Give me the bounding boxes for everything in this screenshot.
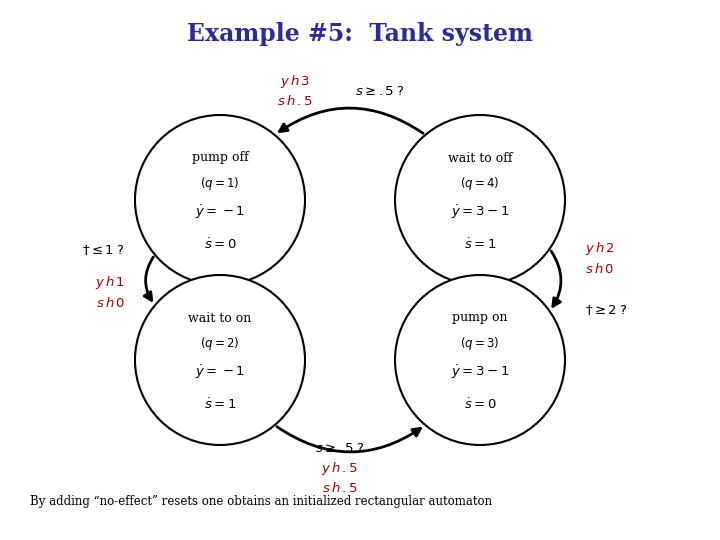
Circle shape <box>135 115 305 285</box>
Text: pump off: pump off <box>192 152 248 165</box>
FancyArrowPatch shape <box>277 427 420 452</box>
Text: $\dot{s} = 0$: $\dot{s} = 0$ <box>204 238 236 252</box>
Text: $(q = 1)$: $(q = 1)$ <box>200 174 240 192</box>
Text: $s \geq .5\;$?: $s \geq .5\;$? <box>315 442 365 455</box>
Circle shape <box>135 275 305 445</box>
Text: $y\,\mathit{h}\,2$
$s\,\mathit{h}\,0$: $y\,\mathit{h}\,2$ $s\,\mathit{h}\,0$ <box>585 240 615 276</box>
Text: $\dot{y} = -1$: $\dot{y} = -1$ <box>195 203 245 221</box>
FancyArrowPatch shape <box>279 108 423 133</box>
Text: $\dot{y} = -1$: $\dot{y} = -1$ <box>195 363 245 381</box>
Text: wait to on: wait to on <box>189 312 251 325</box>
Text: $(q = 2)$: $(q = 2)$ <box>200 334 240 352</box>
Text: $\dot{y} = 3 - 1$: $\dot{y} = 3 - 1$ <box>451 203 509 221</box>
Text: $\dagger \leq 1\;$?: $\dagger \leq 1\;$? <box>82 243 125 257</box>
Circle shape <box>395 115 565 285</box>
Text: By adding “no-effect” resets one obtains an initialized rectangular automaton: By adding “no-effect” resets one obtains… <box>30 496 492 509</box>
Text: $y\,\mathit{h}\,.5$
$s\,\mathit{h}\,.5$: $y\,\mathit{h}\,.5$ $s\,\mathit{h}\,.5$ <box>322 460 359 495</box>
Text: $\dot{s} = 1$: $\dot{s} = 1$ <box>204 397 236 413</box>
Text: $\dagger \geq 2\;$?: $\dagger \geq 2\;$? <box>585 303 628 317</box>
FancyArrowPatch shape <box>144 257 153 300</box>
Text: Example #5:  Tank system: Example #5: Tank system <box>187 22 533 46</box>
Text: $\dot{y} = 3 - 1$: $\dot{y} = 3 - 1$ <box>451 363 509 381</box>
Text: $y\,\mathit{h}\,1$
$s\,\mathit{h}\,0$: $y\,\mathit{h}\,1$ $s\,\mathit{h}\,0$ <box>95 274 125 310</box>
Text: $\dot{s} = 1$: $\dot{s} = 1$ <box>464 238 496 252</box>
FancyArrowPatch shape <box>552 251 561 306</box>
Text: pump on: pump on <box>452 312 508 325</box>
Text: $s \geq .5\;$?: $s \geq .5\;$? <box>355 85 405 98</box>
Text: $\dot{s} = 0$: $\dot{s} = 0$ <box>464 397 496 413</box>
Text: wait to off: wait to off <box>448 152 512 165</box>
Text: $y\,\mathit{h}\,3$
$s\,\mathit{h}\,.5$: $y\,\mathit{h}\,3$ $s\,\mathit{h}\,.5$ <box>277 72 313 108</box>
Text: $(q = 4)$: $(q = 4)$ <box>460 174 500 192</box>
Text: $(q = 3)$: $(q = 3)$ <box>460 334 500 352</box>
Circle shape <box>395 275 565 445</box>
